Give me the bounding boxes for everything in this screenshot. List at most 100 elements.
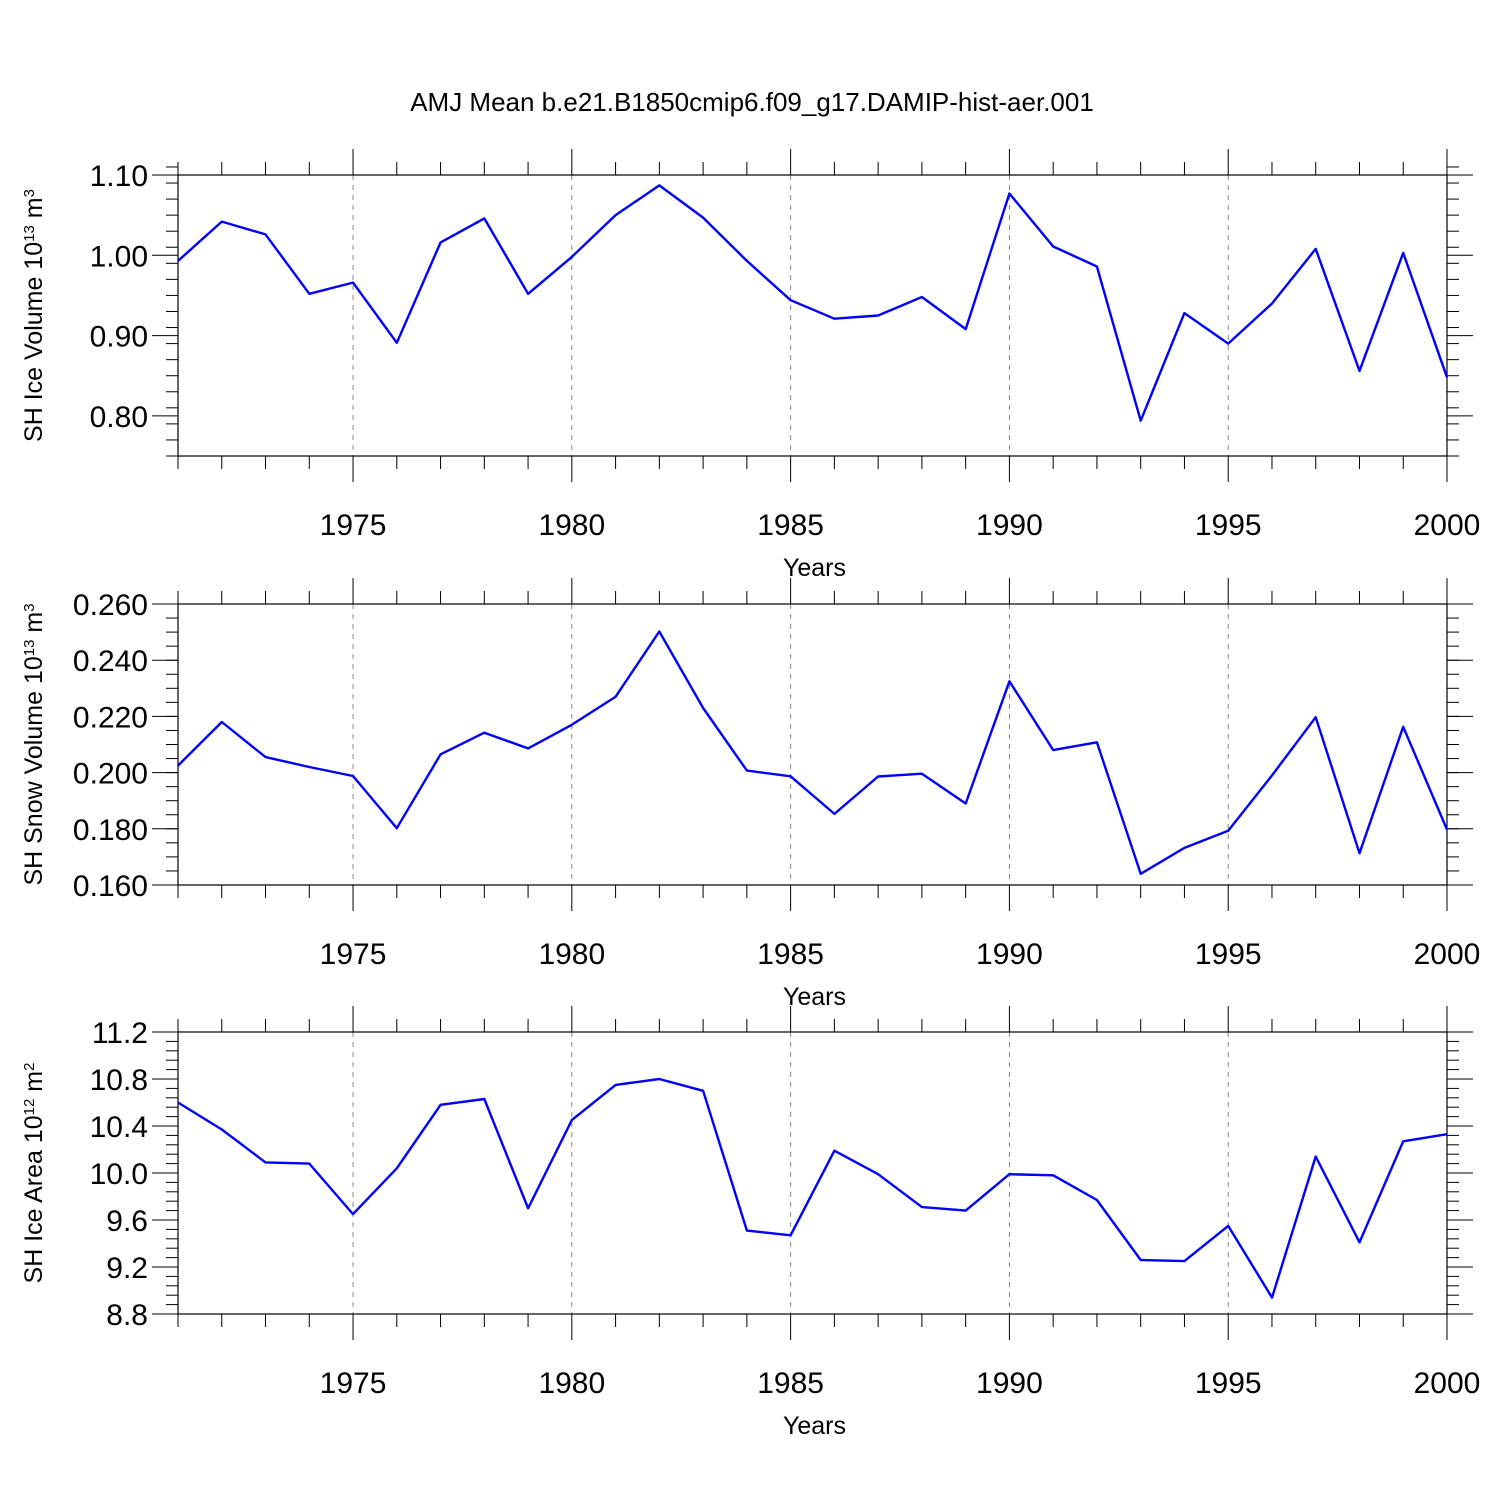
data-point [1270, 301, 1274, 305]
data-point [789, 774, 793, 778]
data-point [307, 765, 311, 769]
x-tick-label: 1975 [320, 938, 387, 971]
data-point [1401, 251, 1405, 255]
y-tick-label: 0.80 [90, 401, 148, 434]
data-point [351, 774, 355, 778]
x-tick-label: 1990 [976, 938, 1043, 971]
y-axis-label-superscript: 2 [21, 1063, 38, 1071]
data-point [789, 298, 793, 302]
data-point [1139, 1258, 1143, 1262]
series-line [177, 1077, 1448, 1299]
data-point [570, 1118, 574, 1122]
data-point [176, 259, 180, 263]
y-axis-label-superscript: 3 [21, 189, 38, 197]
data-point [176, 764, 180, 768]
data-point [1182, 1259, 1186, 1263]
x-axis-label: Years [783, 554, 846, 582]
x-tick-label: 2000 [1414, 1367, 1481, 1400]
data-point [614, 1083, 618, 1087]
data-point [920, 772, 924, 776]
y-tick-label: 1.10 [90, 160, 148, 193]
data-point [1051, 748, 1055, 752]
data-point [307, 292, 311, 296]
data-point [395, 1166, 399, 1170]
data-point [614, 695, 618, 699]
x-tick-label: 1980 [538, 938, 605, 971]
data-point [1139, 419, 1143, 423]
data-point [526, 746, 530, 750]
x-tick-label: 2000 [1414, 509, 1481, 542]
data-point [220, 220, 224, 224]
data-point [395, 826, 399, 830]
x-tick-label: 1980 [538, 1367, 605, 1400]
y-axis-label-superscript: 3 [21, 603, 38, 611]
data-point [1182, 311, 1186, 315]
x-axis-label: Years [783, 983, 846, 1011]
data-point [1182, 846, 1186, 850]
y-tick-label: 11.2 [92, 1017, 148, 1050]
data-point [482, 731, 486, 735]
data-point [1095, 1198, 1099, 1202]
x-tick-label: 1985 [757, 938, 824, 971]
y-tick-label: 10.4 [90, 1111, 148, 1144]
data-point [1314, 1155, 1318, 1159]
data-point [745, 259, 749, 263]
y-axis-label: SH Snow Volume 1013 m3 [20, 603, 48, 885]
data-point [1445, 1132, 1449, 1136]
series-line [177, 630, 1449, 875]
data-point [1357, 1240, 1361, 1244]
data-point [701, 1089, 705, 1093]
data-point [1314, 247, 1318, 251]
data-point [1445, 375, 1449, 379]
x-tick-label: 1995 [1195, 509, 1262, 542]
y-tick-label: 0.160 [73, 870, 148, 903]
x-tick-label: 1990 [976, 1367, 1043, 1400]
data-point [920, 295, 924, 299]
x-tick-label: 1995 [1195, 1367, 1262, 1400]
data-point [264, 755, 268, 759]
data-point [701, 216, 705, 220]
panel-2: 1975 1980 1985 1990 1995 2000 0.160 0.180 0.200 0… [20, 578, 1480, 1011]
data-point [920, 1205, 924, 1209]
data-point [1445, 828, 1449, 832]
y-tick-label: 10.8 [90, 1064, 148, 1097]
data-point [264, 1160, 268, 1164]
data-point [1095, 265, 1099, 269]
y-axis-label: SH Ice Volume 1013 m3 [20, 189, 48, 442]
x-tick-label: 1975 [320, 1367, 387, 1400]
data-point [1051, 244, 1055, 248]
y-axis-label-superscript: 12 [21, 1099, 38, 1116]
y-axis-label-text: SH Snow Volume 10 [20, 656, 48, 885]
data-point [1226, 1224, 1230, 1228]
y-axis-label-superscript: 13 [21, 640, 38, 657]
y-axis-label: SH Ice Area 1012 m2 [20, 1063, 48, 1284]
y-tick-label: 9.2 [106, 1252, 148, 1285]
data-point [526, 292, 530, 296]
data-point [745, 1229, 749, 1233]
data-point [220, 720, 224, 724]
panel-3: 1975 1980 1985 1990 1995 2000 8.8 9.2 9.6 10.0 10.… [20, 1006, 1480, 1440]
panel-1: 1975 1980 1985 1990 1995 2000 0.80 0.90 1.00 1.10… [20, 149, 1480, 582]
data-point [1270, 773, 1274, 777]
data-point [1401, 725, 1405, 729]
y-axis-label-superscript: 13 [21, 225, 38, 242]
x-tick-label: 1980 [538, 509, 605, 542]
data-point [1357, 369, 1361, 373]
y-axis-label-text: SH Ice Volume 10 [20, 242, 48, 442]
panels: 1975 1980 1985 1990 1995 2000 0.80 0.90 1.00 1.10… [20, 149, 1480, 1440]
x-tick-label: 1995 [1195, 938, 1262, 971]
data-point [439, 1103, 443, 1107]
y-axis-label-text: m [20, 1071, 48, 1099]
data-point [964, 802, 968, 806]
y-tick-label: 0.220 [73, 701, 148, 734]
data-point [220, 1128, 224, 1132]
y-tick-label: 0.180 [73, 814, 148, 847]
y-tick-label: 0.260 [73, 589, 148, 622]
data-point [570, 255, 574, 259]
x-tick-label: 2000 [1414, 938, 1481, 971]
x-tick-label: 1990 [976, 509, 1043, 542]
data-point [1270, 1296, 1274, 1300]
data-point [439, 240, 443, 244]
